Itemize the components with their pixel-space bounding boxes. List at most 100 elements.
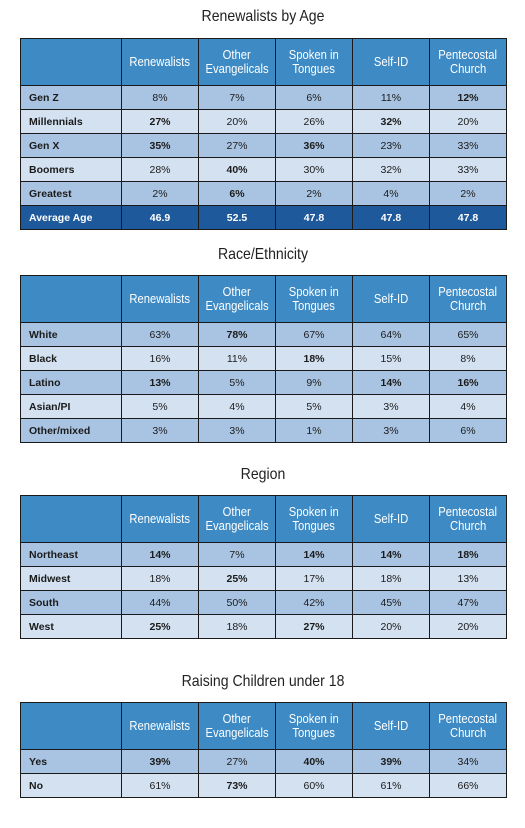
- column-header-line: Self-ID: [374, 292, 408, 306]
- row-label: Boomers: [21, 158, 122, 182]
- table-cell: 45%: [353, 591, 430, 615]
- column-header-line: Renewalists: [130, 512, 191, 526]
- table-title: Race/Ethnicity: [49, 246, 477, 264]
- row-label: Black: [21, 347, 122, 371]
- table-cell: 16%: [430, 371, 507, 395]
- table-cell: 25%: [122, 615, 199, 639]
- table-cell: 5%: [276, 395, 353, 419]
- table-title: Renewalists by Age: [49, 8, 477, 26]
- table-cell: 4%: [353, 182, 430, 206]
- table-cell: 5%: [199, 371, 276, 395]
- table-cell: 2%: [276, 182, 353, 206]
- table-cell: 18%: [353, 567, 430, 591]
- table-cell: 2%: [430, 182, 507, 206]
- table-row: White 63% 78% 67% 64% 65%: [21, 323, 507, 347]
- table-cell: 28%: [122, 158, 199, 182]
- table-cell: 5%: [122, 395, 199, 419]
- column-header-line: Evangelicals: [205, 299, 268, 313]
- table-cell: 52.5: [199, 206, 276, 230]
- column-header-line: Self-ID: [374, 512, 408, 526]
- table-cell: 32%: [353, 110, 430, 134]
- column-header-line: Evangelicals: [205, 726, 268, 740]
- column-header: Renewalists: [122, 703, 199, 750]
- column-header-line: Tongues: [293, 299, 336, 313]
- table-row: Yes 39% 27% 40% 39% 34%: [21, 750, 507, 774]
- column-header: Spoken in Tongues: [276, 496, 353, 543]
- table-cell: 1%: [276, 419, 353, 443]
- table-cell: 46.9: [122, 206, 199, 230]
- table-row: Greatest 2% 6% 2% 4% 2%: [21, 182, 507, 206]
- column-header: Pentecostal Church: [430, 703, 507, 750]
- table-cell: 47.8: [430, 206, 507, 230]
- table-cell: 14%: [353, 371, 430, 395]
- table-cell: 39%: [353, 750, 430, 774]
- table-cell: 27%: [199, 134, 276, 158]
- column-header-line: Spoken in: [289, 48, 339, 62]
- table-title: Region: [49, 466, 477, 484]
- table-cell: 42%: [276, 591, 353, 615]
- table-cell: 40%: [276, 750, 353, 774]
- table-row: Midwest 18% 25% 17% 18% 13%: [21, 567, 507, 591]
- row-label: Greatest: [21, 182, 122, 206]
- column-header-line: Pentecostal: [439, 48, 498, 62]
- table-row: Average Age 46.9 52.5 47.8 47.8 47.8: [21, 206, 507, 230]
- table-cell: 67%: [276, 323, 353, 347]
- table-cell: 3%: [122, 419, 199, 443]
- table-cell: 44%: [122, 591, 199, 615]
- data-table-age: Renewalists Other Evangelicals Spoken in Ton…: [20, 38, 507, 230]
- column-header: Spoken in Tongues: [276, 39, 353, 86]
- data-table-children: Renewalists Other Evangelicals Spoken in Ton…: [20, 702, 507, 798]
- table-cell: 65%: [430, 323, 507, 347]
- column-header-line: Church: [450, 299, 486, 313]
- table-cell: 27%: [199, 750, 276, 774]
- table-cell: 18%: [122, 567, 199, 591]
- table-row: West 25% 18% 27% 20% 20%: [21, 615, 507, 639]
- column-header-line: Other: [223, 712, 251, 726]
- column-header-line: Church: [450, 519, 486, 533]
- table-cell: 30%: [276, 158, 353, 182]
- table-cell: 18%: [430, 543, 507, 567]
- table-cell: 15%: [353, 347, 430, 371]
- column-header: Self-ID: [353, 496, 430, 543]
- column-header-line: Pentecostal: [439, 505, 498, 519]
- table-cell: 47%: [430, 591, 507, 615]
- column-header: Self-ID: [353, 703, 430, 750]
- data-table-region: Renewalists Other Evangelicals Spoken in Ton…: [20, 495, 507, 639]
- column-header-line: Other: [223, 285, 251, 299]
- column-header-line: Self-ID: [374, 55, 408, 69]
- table-cell: 13%: [122, 371, 199, 395]
- column-header-line: Self-ID: [374, 719, 408, 733]
- column-header-line: Tongues: [293, 726, 336, 740]
- table-cell: 35%: [122, 134, 199, 158]
- table-title: Raising Children under 18: [49, 673, 477, 691]
- column-header-line: Spoken in: [289, 285, 339, 299]
- row-label: Gen Z: [21, 86, 122, 110]
- column-header: Other Evangelicals: [199, 496, 276, 543]
- header-corner-cell: [21, 496, 122, 543]
- table-cell: 63%: [122, 323, 199, 347]
- table-cell: 25%: [199, 567, 276, 591]
- column-header: Other Evangelicals: [199, 276, 276, 323]
- table-cell: 14%: [353, 543, 430, 567]
- table-cell: 23%: [353, 134, 430, 158]
- table-row: Boomers 28% 40% 30% 32% 33%: [21, 158, 507, 182]
- header-corner-cell: [21, 39, 122, 86]
- table-cell: 47.8: [276, 206, 353, 230]
- row-label: Midwest: [21, 567, 122, 591]
- table-cell: 39%: [122, 750, 199, 774]
- row-label: Northeast: [21, 543, 122, 567]
- column-header-line: Renewalists: [130, 719, 191, 733]
- column-header-line: Evangelicals: [205, 519, 268, 533]
- table-row: Gen Z 8% 7% 6% 11% 12%: [21, 86, 507, 110]
- column-header: Renewalists: [122, 276, 199, 323]
- column-header: Spoken in Tongues: [276, 703, 353, 750]
- table-cell: 73%: [199, 774, 276, 798]
- table-cell: 6%: [199, 182, 276, 206]
- table-cell: 47.8: [353, 206, 430, 230]
- table-section-age: Renewalists by Age Renewalists Other Evange…: [20, 8, 506, 26]
- table-cell: 3%: [199, 419, 276, 443]
- table-cell: 61%: [353, 774, 430, 798]
- table-cell: 18%: [276, 347, 353, 371]
- table-row: Asian/PI 5% 4% 5% 3% 4%: [21, 395, 507, 419]
- table-cell: 13%: [430, 567, 507, 591]
